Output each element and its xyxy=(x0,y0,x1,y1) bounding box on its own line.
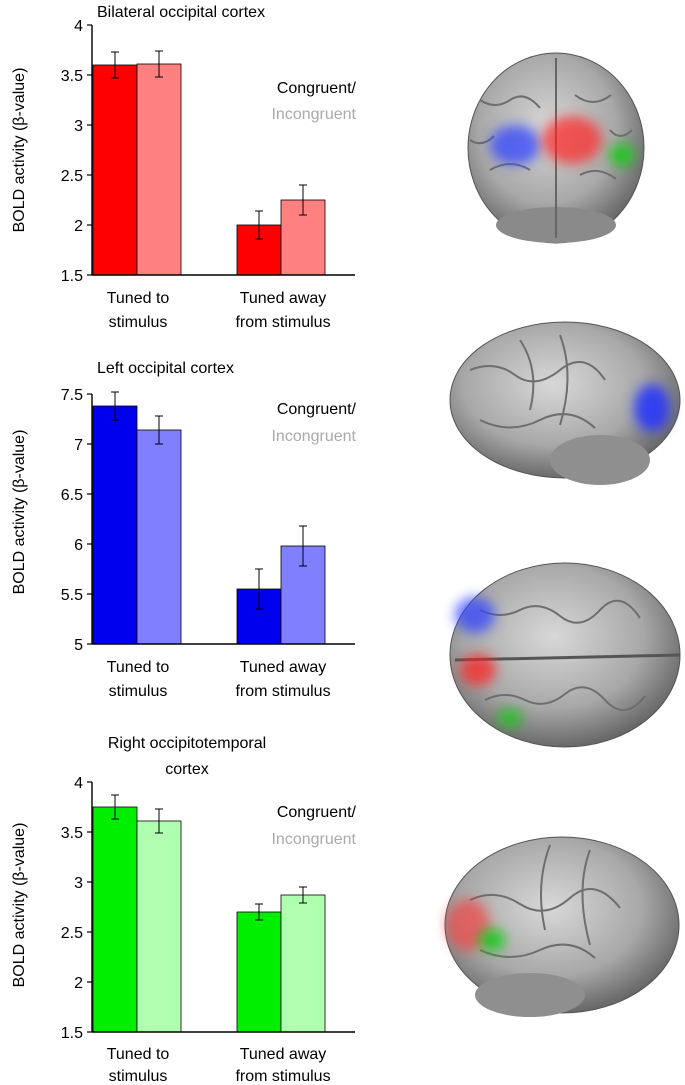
axes xyxy=(91,782,355,1033)
category-label-line: from stimulus xyxy=(235,683,330,700)
category-label-line: Tuned to xyxy=(107,659,170,676)
error-bars xyxy=(111,391,307,610)
category-label-line: stimulus xyxy=(109,1068,168,1085)
legend-congruent: Congruent/ xyxy=(277,804,357,821)
legend-congruent: Congruent/ xyxy=(277,401,357,418)
y-tick-label: 3.5 xyxy=(61,68,83,85)
bar xyxy=(236,911,282,1033)
category-label-line: from stimulus xyxy=(235,314,330,331)
y-tick-label: 7 xyxy=(74,437,83,454)
error-bars xyxy=(111,50,307,240)
category-label-line: stimulus xyxy=(109,683,168,700)
brain-right-lateral-view-icon xyxy=(444,836,680,1017)
bar xyxy=(92,806,138,1033)
legend-incongruent: Incongruent xyxy=(271,831,356,848)
category-label-tuned-to: Tuned to stimulus xyxy=(107,659,170,700)
y-axis-label: BOLD activity (β-value) xyxy=(11,823,28,988)
category-label-tuned-away: Tuned away from stimulus xyxy=(235,659,330,700)
category-label-tuned-to: Tuned to stimulus xyxy=(107,290,170,331)
chart-panel-right-occipitotemporal: Right occipitotemporal cortex BOLD activ… xyxy=(11,735,357,1085)
y-ticks: 1.5 2 2.5 3 3.5 4 xyxy=(61,775,92,1042)
category-label-line: Tuned to xyxy=(107,1046,170,1063)
y-tick-label: 2.5 xyxy=(61,925,83,942)
bar xyxy=(280,894,326,1033)
bar xyxy=(136,820,182,1033)
bar xyxy=(136,429,182,645)
y-tick-label: 5.5 xyxy=(61,587,83,604)
category-label-line: Tuned away xyxy=(240,659,327,676)
bar xyxy=(136,63,182,276)
y-axis-label: BOLD activity (β-value) xyxy=(11,68,28,233)
category-label-line: stimulus xyxy=(109,314,168,331)
y-tick-label: 4 xyxy=(74,18,83,35)
category-label-line: Tuned to xyxy=(107,290,170,307)
brain-posterior-view-icon xyxy=(467,52,645,244)
legend-incongruent: Incongruent xyxy=(271,428,356,445)
y-tick-label: 2.5 xyxy=(61,168,83,185)
chart-title: Left occipital cortex xyxy=(97,360,234,377)
category-label-line: from stimulus xyxy=(235,1068,330,1085)
y-tick-label: 7.5 xyxy=(61,387,83,404)
y-tick-label: 2 xyxy=(74,975,83,992)
legend-incongruent: Incongruent xyxy=(271,106,356,123)
y-tick-label: 5 xyxy=(74,637,83,654)
y-tick-label: 3 xyxy=(74,875,83,892)
category-label-tuned-away: Tuned away from stimulus xyxy=(235,1046,330,1085)
axes xyxy=(91,25,355,276)
bars xyxy=(92,806,326,1033)
y-tick-label: 6 xyxy=(74,537,83,554)
y-ticks: 5 5.5 6 6.5 7 7.5 xyxy=(61,387,92,654)
y-tick-label: 6.5 xyxy=(61,487,83,504)
chart-title-line: cortex xyxy=(165,761,209,778)
bar xyxy=(92,405,138,645)
y-axis-label: BOLD activity (β-value) xyxy=(11,430,28,595)
y-tick-label: 1.5 xyxy=(61,1025,83,1042)
legend-congruent: Congruent/ xyxy=(277,80,357,97)
y-tick-label: 4 xyxy=(74,775,83,792)
axes xyxy=(91,394,355,645)
category-label-line: Tuned away xyxy=(240,1046,327,1063)
y-ticks: 1.5 2 2.5 3 3.5 4 xyxy=(61,18,92,285)
chart-title-line: Right occipitotemporal xyxy=(108,735,266,752)
bar xyxy=(92,64,138,276)
brain-left-lateral-view-icon xyxy=(449,321,681,485)
category-label-tuned-away: Tuned away from stimulus xyxy=(235,290,330,331)
chart-panel-bilateral: Bilateral occipital cortex BOLD activity… xyxy=(11,4,357,331)
category-label-tuned-to: Tuned to stimulus xyxy=(107,1046,170,1085)
brain-top-view-icon xyxy=(449,562,681,748)
category-label-line: Tuned away xyxy=(240,290,327,307)
y-tick-label: 1.5 xyxy=(61,268,83,285)
y-tick-label: 3.5 xyxy=(61,825,83,842)
y-tick-label: 3 xyxy=(74,118,83,135)
chart-panel-left-occipital: Left occipital cortex BOLD activity (β-v… xyxy=(11,360,357,700)
y-tick-label: 2 xyxy=(74,218,83,235)
error-bars xyxy=(111,794,307,921)
chart-title: Bilateral occipital cortex xyxy=(97,4,265,21)
